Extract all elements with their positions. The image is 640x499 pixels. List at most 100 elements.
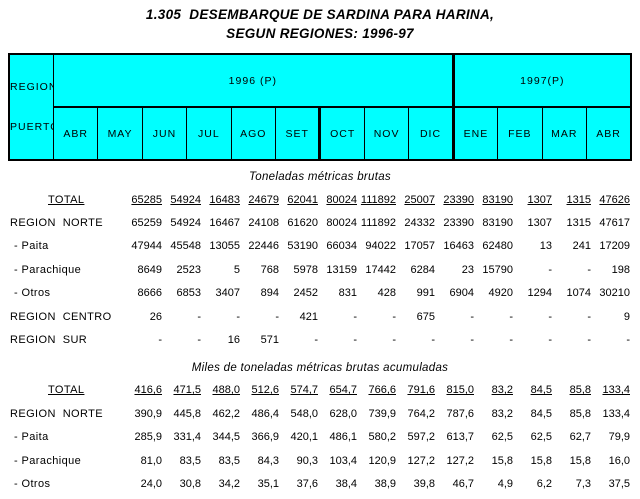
data-cell: 831 bbox=[338, 287, 357, 300]
month-header-cell: OCT bbox=[318, 106, 365, 161]
month-header-cell: ENE bbox=[451, 106, 499, 161]
data-cell: - bbox=[548, 263, 552, 276]
data-cell: 15,8 bbox=[491, 454, 513, 467]
data-cell: 9 bbox=[623, 310, 630, 323]
data-cell: 1294 bbox=[527, 287, 552, 300]
data-cell: 3407 bbox=[215, 287, 240, 300]
row-label: - Parachique bbox=[14, 454, 82, 467]
table-row: - Otros 24,0 30,8 34,2 35,1 37,6 38,4 38,9 39,8 4… bbox=[8, 472, 632, 495]
month-header-cell: AGO bbox=[230, 106, 277, 161]
data-cell: 94022 bbox=[365, 240, 396, 253]
table-row: REGION SUR - - 16 571 - - - - - - - - - bbox=[8, 328, 632, 351]
data-cell: 6284 bbox=[410, 263, 435, 276]
data-cell: 127,2 bbox=[446, 454, 474, 467]
data-cell: 83190 bbox=[482, 217, 513, 230]
data-cell: 486,4 bbox=[251, 407, 279, 420]
data-cell: 344,5 bbox=[212, 431, 240, 444]
data-cell: - bbox=[353, 310, 357, 323]
data-cell: 81,0 bbox=[140, 454, 162, 467]
month-header-cell: JUN bbox=[141, 106, 188, 161]
data-cell: 241 bbox=[572, 240, 591, 253]
data-cell: 24332 bbox=[404, 217, 435, 230]
table-row: REGION NORTE 65259 54924 16467 24108 61620 800… bbox=[8, 211, 632, 234]
data-cell: 675 bbox=[416, 310, 435, 323]
data-cell: 23390 bbox=[443, 193, 474, 206]
table-row: TOTAL 416,6 471,5 488,0 512,6 574,7 654,7 766,6… bbox=[8, 379, 632, 402]
data-cell: - bbox=[509, 334, 513, 347]
month-header-cell: ABR bbox=[52, 106, 99, 161]
data-cell: 65285 bbox=[131, 193, 162, 206]
data-cell: - bbox=[470, 310, 474, 323]
data-cell: 85,8 bbox=[569, 407, 591, 420]
data-cell: 24679 bbox=[248, 193, 279, 206]
data-cell: 25007 bbox=[404, 193, 435, 206]
row-label: - Parachique bbox=[14, 263, 82, 276]
data-cell: 90,3 bbox=[296, 454, 318, 467]
data-cell: 16463 bbox=[443, 240, 474, 253]
data-cell: 34,2 bbox=[218, 477, 240, 490]
table-row: - Parachique 8649 2523 5 768 5978 13159 17442 62… bbox=[8, 258, 632, 281]
data-cell: 5 bbox=[233, 263, 240, 276]
data-cell: 16,0 bbox=[608, 454, 630, 467]
data-cell: 84,5 bbox=[530, 384, 552, 397]
data-cell: 4,9 bbox=[497, 477, 513, 490]
row-label: REGION NORTE bbox=[10, 407, 104, 420]
data-cell: 24108 bbox=[248, 217, 279, 230]
data-cell: 421 bbox=[299, 310, 318, 323]
data-cell: 85,8 bbox=[569, 384, 591, 397]
table-row: - Paita 285,9 331,4 344,5 366,9 420,1 486,1 580… bbox=[8, 426, 632, 449]
data-cell: 331,4 bbox=[173, 431, 201, 444]
month-header-cell: MAY bbox=[97, 106, 143, 161]
data-cell: 15,8 bbox=[569, 454, 591, 467]
data-cell: 366,9 bbox=[251, 431, 279, 444]
data-cell: 462,2 bbox=[212, 407, 240, 420]
year-header-row: REGION Y PUERTO 1996 (P)1997(P) bbox=[8, 53, 632, 161]
data-cell: - bbox=[548, 310, 552, 323]
data-cell: 45548 bbox=[170, 240, 201, 253]
data-cell: 4920 bbox=[488, 287, 513, 300]
data-cell: 26 bbox=[149, 310, 162, 323]
data-cell: 13159 bbox=[326, 263, 357, 276]
data-cell: 613,7 bbox=[446, 431, 474, 444]
data-cell: - bbox=[587, 334, 591, 347]
data-cell: 37,6 bbox=[296, 477, 318, 490]
month-header-cell: JUL bbox=[186, 106, 232, 161]
data-cell: 597,2 bbox=[407, 431, 435, 444]
data-cell: 62041 bbox=[287, 193, 318, 206]
data-cell: - bbox=[626, 334, 630, 347]
data-cell: 17209 bbox=[599, 240, 630, 253]
data-cell: 991 bbox=[416, 287, 435, 300]
data-cell: 764,2 bbox=[407, 407, 435, 420]
data-cell: 38,9 bbox=[374, 477, 396, 490]
table-row: TOTAL 65285 54924 16483 24679 62041 80024 11189… bbox=[8, 188, 632, 211]
data-cell: 38,4 bbox=[335, 477, 357, 490]
data-cell: 198 bbox=[611, 263, 630, 276]
title-line-1: 1.305 DESEMBARQUE DE SARDINA PARA HARINA… bbox=[145, 7, 495, 22]
data-cell: 445,8 bbox=[173, 407, 201, 420]
data-cell: 103,4 bbox=[329, 454, 357, 467]
data-cell: 471,5 bbox=[173, 384, 201, 397]
data-cell: 6853 bbox=[176, 287, 201, 300]
data-cell: 787,6 bbox=[446, 407, 474, 420]
data-cell: 80024 bbox=[326, 217, 357, 230]
row-label: REGION SUR bbox=[10, 334, 88, 347]
corner-line-2: PUERTO bbox=[10, 121, 52, 133]
data-cell: 46,7 bbox=[452, 477, 474, 490]
data-cell: 6904 bbox=[449, 287, 474, 300]
corner-header: REGION Y PUERTO bbox=[8, 53, 54, 161]
title-line-2: SEGUN REGIONES: 1996-97 bbox=[226, 26, 414, 41]
data-cell: 80024 bbox=[326, 193, 357, 206]
table-row: - Otros 8666 6853 3407 894 2452 831 428 991 6904 4… bbox=[8, 282, 632, 305]
data-cell: - bbox=[392, 310, 396, 323]
data-cell: 13 bbox=[539, 240, 552, 253]
row-label: REGION NORTE bbox=[10, 217, 104, 230]
data-cell: 54924 bbox=[170, 193, 201, 206]
data-cell: 83,5 bbox=[218, 454, 240, 467]
month-header-cell: FEB bbox=[497, 106, 543, 161]
data-cell: 16 bbox=[227, 334, 240, 347]
data-cell: 37,5 bbox=[608, 477, 630, 490]
data-cell: - bbox=[197, 310, 201, 323]
data-cell: 30,8 bbox=[179, 477, 201, 490]
data-cell: 62480 bbox=[482, 240, 513, 253]
data-cell: 47944 bbox=[131, 240, 162, 253]
